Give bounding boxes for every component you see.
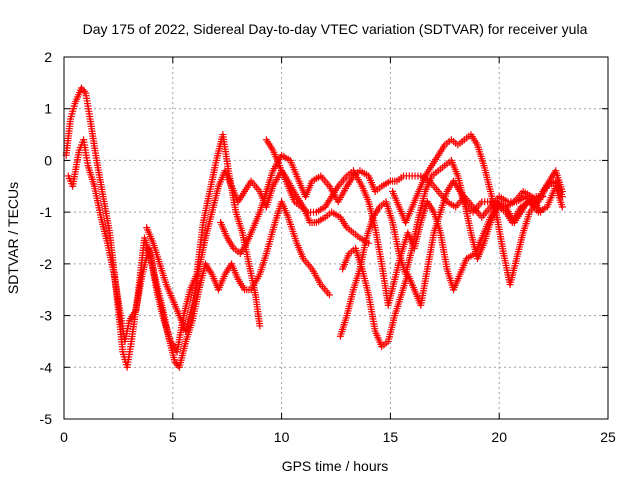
data-points (62, 84, 566, 371)
x-tick-label: 0 (60, 429, 68, 445)
data-point-fill (80, 87, 88, 95)
y-tick-label: 0 (44, 152, 52, 168)
y-tick-label: -1 (40, 204, 53, 220)
x-tick-label: 10 (274, 429, 290, 445)
y-axis-label: SDTVAR / TECUs (5, 182, 21, 294)
tick-labels: 0 5 10 15 20 25 -5 -4 -3 -2 -1 0 1 2 (40, 49, 616, 445)
axis-ticks (63, 56, 609, 420)
y-tick-label: -3 (40, 308, 53, 324)
chart-title: Day 175 of 2022, Sidereal Day-to-day VTE… (83, 21, 588, 37)
x-axis-label: GPS time / hours (282, 458, 389, 474)
series-track-2 (64, 136, 333, 371)
series-track-7 (389, 131, 566, 289)
data-point (537, 208, 545, 216)
data-point (558, 193, 566, 201)
y-tick-label: -4 (40, 359, 53, 375)
x-tick-label: 15 (383, 429, 399, 445)
data-point (558, 203, 566, 211)
x-tick-label: 25 (600, 429, 616, 445)
data-point (256, 322, 264, 330)
x-tick-label: 20 (491, 429, 507, 445)
y-tick-label: 2 (44, 49, 52, 65)
data-point (325, 291, 333, 299)
y-tick-label: 1 (44, 101, 52, 117)
y-tick-label: -2 (40, 256, 53, 272)
x-tick-label: 5 (169, 429, 177, 445)
series-track-8 (336, 156, 545, 340)
series-track-4 (217, 151, 566, 258)
plot-frame (63, 56, 609, 420)
series-track-3 (143, 167, 373, 335)
y-tick-label: -5 (40, 411, 53, 427)
